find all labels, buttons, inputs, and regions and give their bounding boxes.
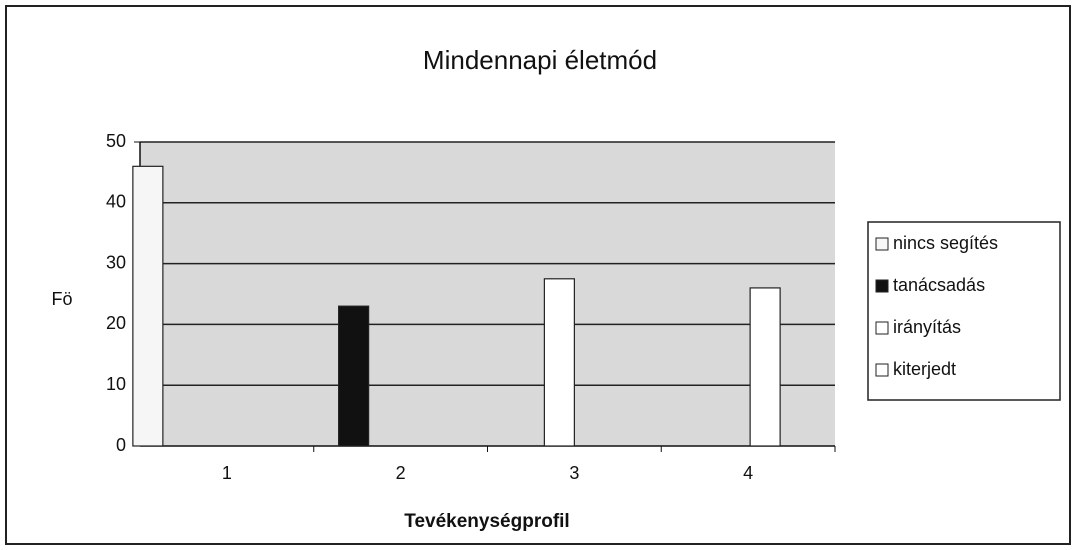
x-tick-label: 4 [743, 463, 753, 483]
bar [749, 287, 781, 447]
legend-box [867, 221, 1061, 401]
x-tick-label: 1 [222, 463, 232, 483]
x-tick-label: 3 [569, 463, 579, 483]
legend-swatch [875, 321, 889, 335]
y-tick-label: 20 [106, 313, 126, 333]
y-axis-title: Fö [51, 289, 72, 309]
y-tick-label: 40 [106, 192, 126, 212]
legend-swatch [875, 363, 889, 377]
x-tick-label: 2 [396, 463, 406, 483]
y-tick-label: 30 [106, 252, 126, 272]
y-tick-label: 0 [116, 435, 126, 455]
legend-swatch [875, 237, 889, 251]
legend-swatch [875, 279, 889, 293]
y-tick-label: 10 [106, 374, 126, 394]
legend-label: kiterjedt [893, 359, 956, 379]
bar [543, 278, 575, 447]
legend-label: tanácsadás [893, 275, 985, 295]
chart-title: Mindennapi életmód [423, 45, 657, 75]
bar [338, 305, 370, 447]
bar [132, 165, 164, 447]
y-tick-label: 50 [106, 131, 126, 151]
plot-area [140, 142, 835, 446]
legend-label: nincs segítés [893, 233, 998, 253]
legend-label: irányítás [893, 317, 961, 337]
x-axis-title: Tevékenységprofil [404, 511, 569, 532]
